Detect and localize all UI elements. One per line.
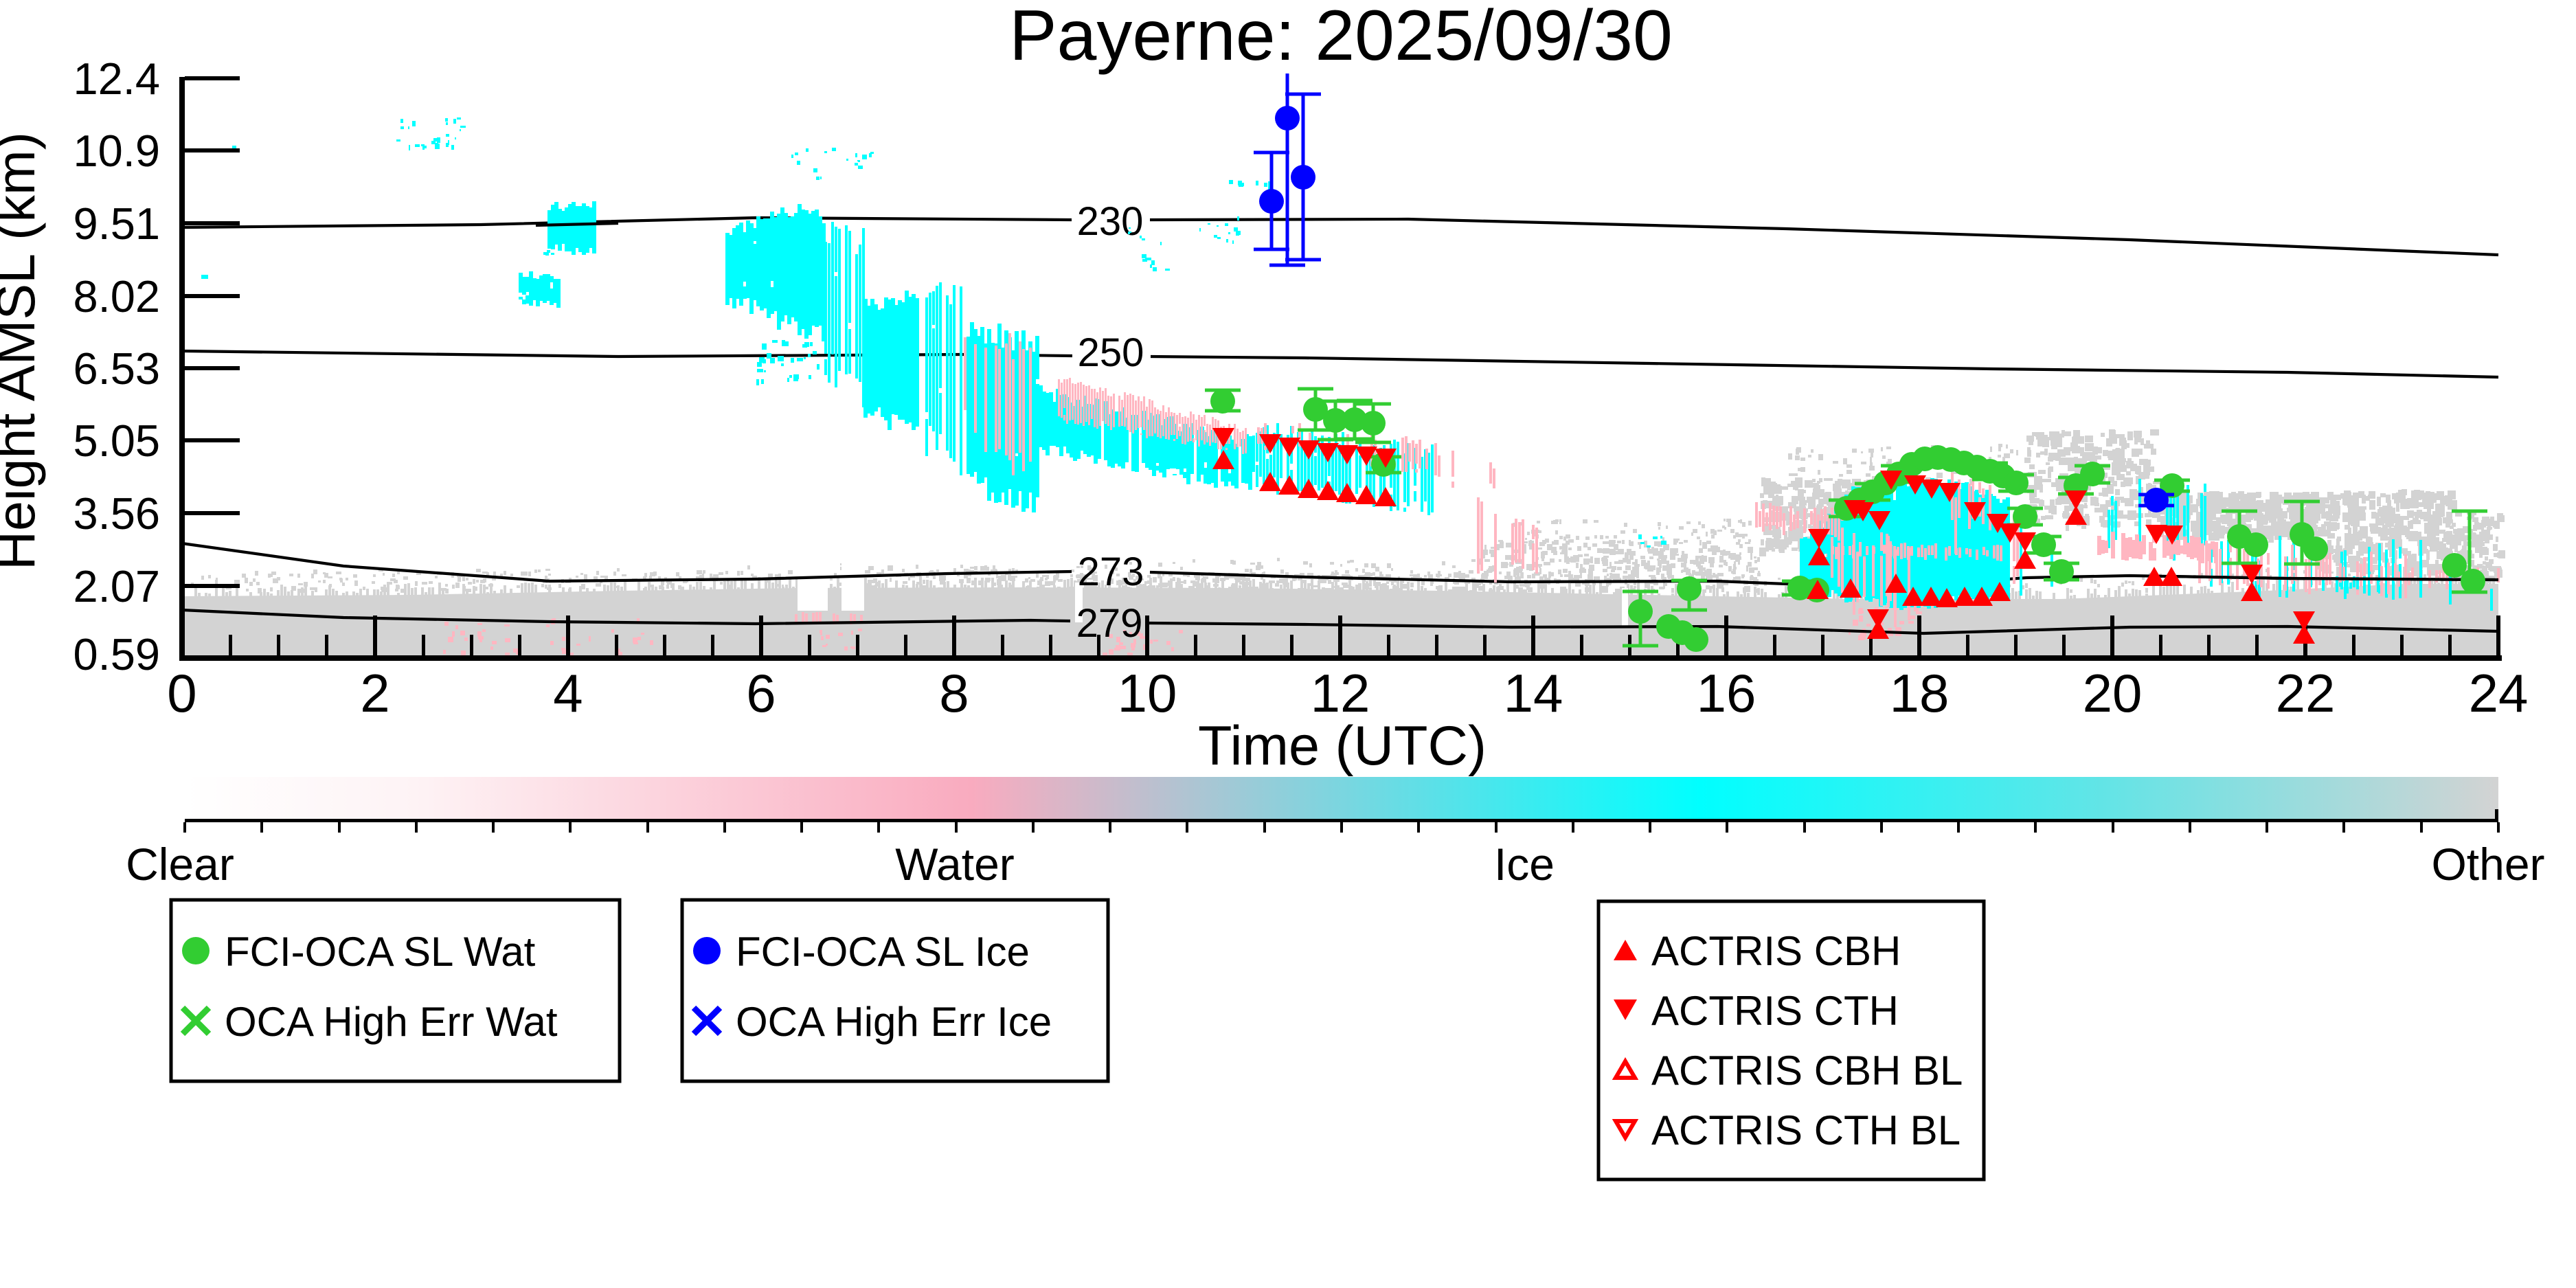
svg-text:10.9: 10.9 [73, 126, 160, 176]
svg-text:Other: Other [2431, 839, 2544, 890]
svg-text:2.07: 2.07 [73, 561, 160, 611]
svg-text:ACTRIS CBH: ACTRIS CBH [1651, 928, 1901, 974]
svg-text:250: 250 [1078, 330, 1144, 375]
svg-text:230: 230 [1077, 199, 1144, 244]
svg-text:6: 6 [746, 663, 776, 723]
svg-text:279: 279 [1076, 601, 1143, 646]
svg-text:24: 24 [2469, 663, 2529, 723]
svg-text:0.59: 0.59 [73, 629, 160, 679]
svg-text:Ice: Ice [1494, 839, 1555, 890]
svg-text:14: 14 [1504, 663, 1563, 723]
svg-text:18: 18 [1890, 663, 1950, 723]
svg-text:6.53: 6.53 [73, 343, 160, 394]
svg-text:12: 12 [1311, 663, 1370, 723]
svg-text:4: 4 [553, 663, 583, 723]
svg-text:ACTRIS CBH BL: ACTRIS CBH BL [1651, 1048, 1963, 1094]
svg-text:Water: Water [895, 839, 1015, 890]
svg-text:9.51: 9.51 [73, 199, 160, 249]
svg-text:3.56: 3.56 [73, 488, 160, 539]
svg-text:2: 2 [360, 663, 389, 723]
svg-text:10: 10 [1118, 663, 1177, 723]
svg-text:22: 22 [2276, 663, 2336, 723]
svg-text:16: 16 [1697, 663, 1756, 723]
svg-text:0: 0 [167, 663, 196, 723]
svg-text:FCI-OCA SL Ice: FCI-OCA SL Ice [736, 929, 1030, 975]
svg-text:20: 20 [2083, 663, 2143, 723]
svg-text:8: 8 [939, 663, 969, 723]
svg-text:OCA High Err Wat: OCA High Err Wat [225, 999, 558, 1045]
svg-text:Time (UTC): Time (UTC) [1198, 715, 1487, 777]
svg-text:ACTRIS CTH: ACTRIS CTH [1651, 988, 1899, 1034]
svg-text:8.02: 8.02 [73, 271, 160, 321]
svg-text:5.05: 5.05 [73, 416, 160, 466]
svg-text:273: 273 [1078, 550, 1144, 594]
svg-text:OCA High Err Ice: OCA High Err Ice [736, 999, 1052, 1045]
svg-text:Height AMSL (km): Height AMSL (km) [0, 132, 46, 570]
svg-text:FCI-OCA SL Wat: FCI-OCA SL Wat [225, 929, 536, 975]
svg-text:Payerne: 2025/09/30: Payerne: 2025/09/30 [1009, 0, 1673, 76]
svg-text:ACTRIS CTH BL: ACTRIS CTH BL [1651, 1107, 1961, 1153]
svg-text:Clear: Clear [126, 839, 234, 890]
svg-text:12.4: 12.4 [73, 54, 160, 104]
